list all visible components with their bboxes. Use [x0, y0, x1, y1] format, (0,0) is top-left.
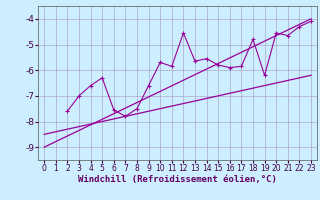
X-axis label: Windchill (Refroidissement éolien,°C): Windchill (Refroidissement éolien,°C)	[78, 175, 277, 184]
